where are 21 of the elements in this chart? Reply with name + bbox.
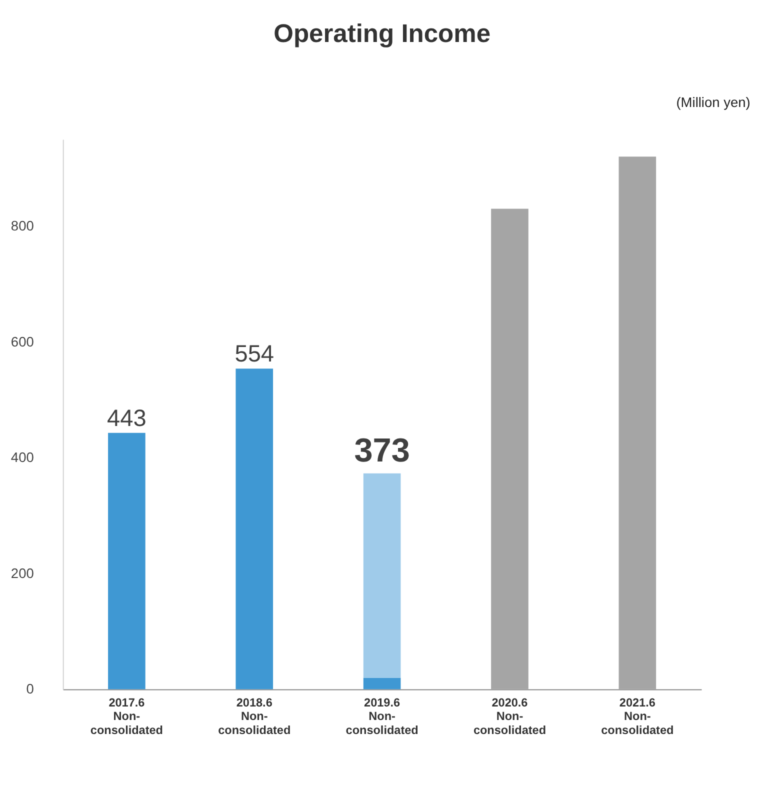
bar <box>491 208 528 690</box>
bar <box>363 678 401 690</box>
bar <box>618 156 656 690</box>
text: (Million yen) <box>676 94 750 110</box>
data-label: 554 <box>234 340 274 367</box>
x-tick-label: 2018.6 Non- consolidated <box>218 696 291 737</box>
y-tick-label: 800 <box>10 218 34 234</box>
x-tick-label: 2017.6 Non- consolidated <box>90 696 163 737</box>
bar <box>363 473 401 678</box>
chart-title: Operating Income <box>274 20 491 48</box>
bar <box>236 368 274 690</box>
y-tick-label: 400 <box>10 450 34 466</box>
x-tick-label: 2020.6 Non- consolidated <box>473 696 546 737</box>
x-tick-label: 2019.6 Non- consolidated <box>346 696 418 737</box>
y-tick-label: 0 <box>26 682 34 697</box>
bar <box>108 432 146 690</box>
y-tick-label: 600 <box>10 334 34 350</box>
data-label: 443 <box>107 404 146 431</box>
total-label: 373 <box>354 432 410 470</box>
x-tick-label: 2021.6 Non- consolidated <box>601 696 674 737</box>
y-tick-label: 200 <box>10 566 34 581</box>
